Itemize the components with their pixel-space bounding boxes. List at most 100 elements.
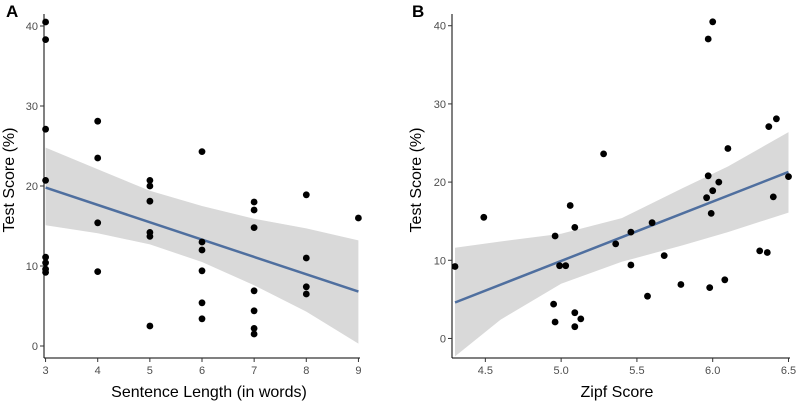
panel-b-y-ticks: 0 10 20 30 40 — [434, 21, 452, 345]
data-point — [250, 330, 258, 338]
data-point — [551, 232, 559, 240]
data-point — [721, 276, 729, 284]
panel-a-confidence-band-group — [45, 147, 359, 344]
panel-b-x-axis-title: Zipf Score — [581, 384, 654, 401]
y-tick-label: 10 — [26, 261, 38, 273]
data-point — [42, 36, 49, 43]
panel-b-points — [451, 18, 792, 331]
panel-a-y-ticks: 0 10 20 30 40 — [26, 21, 44, 353]
data-point — [627, 228, 635, 236]
data-point — [677, 281, 685, 288]
panel-a-x-ticks: 3 4 5 6 7 8 9 — [43, 358, 361, 377]
data-point — [42, 177, 49, 184]
data-point — [250, 307, 258, 315]
panel-a-y-axis-title: Test Score (%) — [1, 128, 18, 233]
data-point — [612, 240, 620, 248]
data-point — [704, 35, 712, 43]
panel-a-confidence-band — [45, 147, 359, 344]
panel-b-label: B — [412, 2, 424, 21]
data-point — [146, 233, 154, 240]
data-point — [577, 315, 585, 323]
data-point — [302, 283, 310, 291]
data-point — [480, 213, 488, 221]
y-tick-label: 0 — [32, 341, 38, 353]
data-point — [198, 267, 206, 275]
data-point — [42, 125, 49, 133]
data-point — [302, 254, 310, 262]
data-point — [715, 178, 723, 186]
data-point — [355, 214, 362, 222]
data-point — [250, 287, 258, 295]
x-tick-label: 6 — [199, 365, 205, 377]
data-point — [571, 224, 579, 231]
data-point — [198, 315, 206, 323]
data-point — [703, 194, 710, 202]
data-point — [42, 18, 49, 26]
panel-b-axes — [451, 14, 790, 359]
panel-b-fit-line — [454, 170, 789, 304]
data-point — [250, 325, 258, 332]
data-point — [250, 224, 258, 232]
y-tick-label: 30 — [26, 101, 38, 113]
x-tick-label: 5.0 — [553, 365, 568, 377]
data-point — [765, 123, 773, 130]
y-tick-label: 20 — [26, 181, 38, 193]
y-tick-label: 40 — [434, 21, 446, 33]
data-point — [571, 309, 579, 317]
data-point — [146, 322, 154, 330]
panel-a-label: A — [6, 2, 18, 21]
data-point — [724, 145, 732, 152]
panel-a: A 3 4 5 6 7 8 9 0 10 20 30 40 Sentence Length (in … — [1, 2, 362, 401]
data-point — [451, 263, 459, 270]
panel-b: B 4.5 5.0 5.5 6.0 6.5 0 10 20 30 40 Zipf Score T… — [408, 2, 796, 401]
panel-b-confidence-band — [455, 132, 789, 357]
data-point — [773, 115, 780, 123]
panel-a-x-axis-title: Sentence Length (in words) — [111, 384, 307, 401]
x-tick-label: 8 — [303, 365, 309, 377]
x-tick-label: 4.5 — [478, 365, 493, 377]
data-point — [566, 202, 574, 209]
data-point — [644, 292, 651, 300]
data-point — [94, 154, 102, 162]
y-tick-label: 20 — [434, 177, 446, 189]
data-point — [709, 18, 717, 26]
y-tick-label: 40 — [26, 21, 38, 33]
data-point — [706, 284, 714, 291]
data-point — [571, 323, 579, 331]
data-point — [785, 173, 792, 181]
data-point — [94, 219, 102, 227]
data-point — [94, 268, 102, 275]
x-tick-label: 4 — [95, 365, 101, 377]
data-point — [250, 198, 258, 206]
data-point — [709, 187, 717, 195]
data-point — [302, 290, 310, 298]
x-tick-label: 6.0 — [705, 365, 720, 377]
x-tick-label: 5.5 — [629, 365, 644, 377]
data-point — [146, 182, 154, 190]
y-tick-label: 30 — [434, 99, 446, 111]
data-point — [550, 300, 557, 308]
data-point — [763, 249, 771, 256]
data-point — [42, 259, 49, 267]
x-tick-label: 3 — [43, 365, 49, 377]
data-point — [198, 148, 206, 156]
panel-b-fit-line-group — [454, 170, 789, 304]
data-point — [756, 247, 764, 255]
data-point — [704, 172, 712, 180]
data-point — [250, 206, 258, 214]
data-point — [660, 252, 668, 259]
data-point — [707, 210, 715, 217]
data-point — [42, 269, 49, 276]
x-tick-label: 5 — [147, 365, 153, 377]
data-point — [146, 177, 154, 184]
y-tick-label: 10 — [434, 255, 446, 267]
data-point — [600, 150, 607, 158]
panel-b-confidence-band-group — [455, 132, 789, 357]
y-tick-label: 0 — [440, 333, 446, 345]
data-point — [556, 262, 563, 270]
data-point — [198, 299, 206, 307]
data-point — [769, 193, 777, 201]
panel-b-x-ticks: 4.5 5.0 5.5 6.0 6.5 — [478, 358, 796, 377]
data-point — [648, 219, 656, 227]
